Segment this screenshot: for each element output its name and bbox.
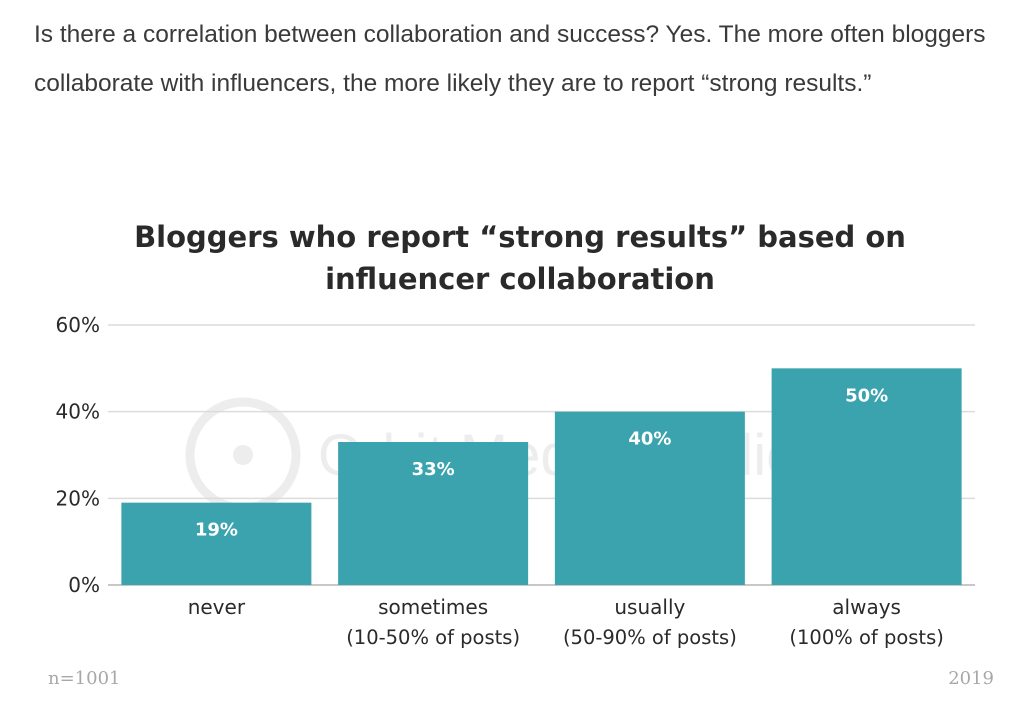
bar-value-label: 19% [195, 520, 238, 541]
article-intro: Is there a correlation between collabora… [34, 21, 986, 97]
y-tick-label: 0% [68, 573, 100, 597]
watermark-logo-dot [233, 445, 253, 465]
x-category-label: always [832, 595, 901, 619]
x-category-label: sometimes [378, 595, 488, 619]
bar-value-label: 50% [845, 385, 888, 406]
year-note: 2019 [948, 668, 994, 689]
bar-value-label: 33% [412, 459, 455, 480]
y-tick-label: 60% [56, 313, 100, 337]
bars [121, 368, 962, 585]
x-category-label: never [188, 595, 246, 619]
bar-sometimes [338, 442, 529, 585]
bar-always [771, 368, 962, 585]
y-tick-label: 40% [56, 400, 100, 424]
bar-never [121, 502, 312, 585]
x-category-sublabel: (10-50% of posts) [346, 626, 520, 649]
bar-usually [554, 411, 745, 585]
chart-title: Bloggers who report “strong results” bas… [134, 220, 906, 296]
bar-value-label: 40% [628, 429, 671, 450]
x-category-label: usually [614, 595, 685, 619]
x-category-sublabel: (50-90% of posts) [563, 626, 737, 649]
x-category-sublabel: (100% of posts) [789, 626, 943, 649]
labels: 0% 20% 40% 60% 19% never 33% sometimes (10-50% o… [56, 313, 944, 649]
y-tick-label: 20% [56, 486, 100, 510]
sample-size-note: n=1001 [48, 668, 121, 689]
